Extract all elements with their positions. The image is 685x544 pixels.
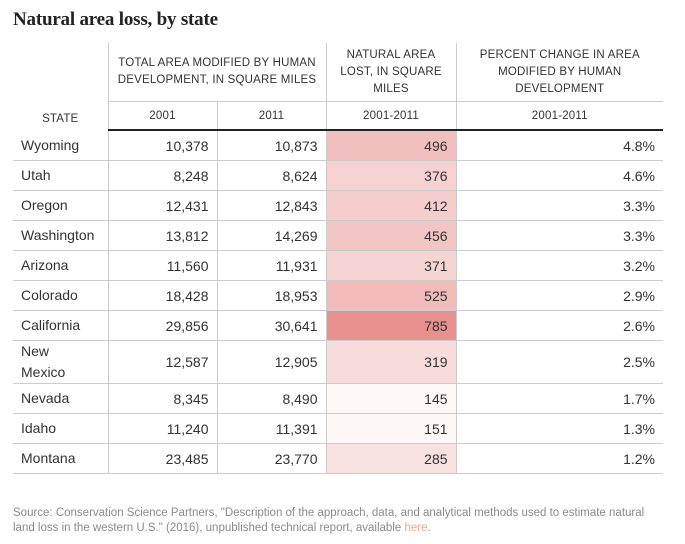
natural-lost-cell: 285	[325, 443, 457, 474]
percent-change-cell: 2.5%	[455, 340, 664, 384]
natural-lost-cell: 496	[325, 130, 457, 161]
area-2011-cell: 11,391	[216, 413, 327, 444]
table-row: Idaho 11,240 11,391 151 1.3%	[13, 413, 664, 444]
table-row: Wyoming 10,378 10,873 496 4.8%	[13, 130, 664, 161]
table-row: New Mexico 12,587 12,905 319 2.5%	[13, 340, 664, 384]
table-row: Colorado 18,428 18,953 525 2.9%	[13, 280, 664, 311]
percent-change-cell: 2.6%	[455, 310, 664, 341]
percent-change-cell: 1.3%	[455, 413, 664, 444]
area-2011-cell: 14,269	[216, 220, 327, 251]
natural-lost-cell: 145	[325, 383, 457, 414]
area-2011-cell: 10,873	[216, 130, 327, 161]
area-2011-cell: 12,905	[216, 340, 327, 384]
area-2011-cell: 18,953	[216, 280, 327, 311]
area-2001-cell: 8,248	[107, 160, 217, 191]
header-2001: 2001	[107, 101, 217, 131]
table-row: Utah 8,248 8,624 376 4.6%	[13, 160, 664, 191]
state-cell: Idaho	[13, 413, 108, 444]
state-cell: Arizona	[13, 250, 108, 281]
state-cell: Wyoming	[13, 130, 108, 161]
source-text: Source: Conservation Science Partners, "…	[13, 507, 645, 534]
percent-change-cell: 4.6%	[455, 160, 664, 191]
area-2001-cell: 23,485	[107, 443, 217, 474]
page-title: Natural area loss, by state	[13, 9, 218, 30]
natural-lost-cell: 376	[325, 160, 457, 191]
natural-lost-cell: 371	[325, 250, 457, 281]
state-cell: Colorado	[13, 280, 108, 311]
table-row: Arizona 11,560 11,931 371 3.2%	[13, 250, 664, 281]
natural-lost-cell: 785	[325, 310, 457, 341]
state-cell: Montana	[13, 443, 108, 474]
percent-change-cell: 3.3%	[455, 220, 664, 251]
header-state: STATE	[42, 113, 79, 125]
area-2011-cell: 30,641	[216, 310, 327, 341]
header-pct-period: 2001-2011	[455, 101, 664, 131]
percent-change-cell: 2.9%	[455, 280, 664, 311]
header-lost-period: 2001-2011	[325, 101, 457, 131]
source-end: .	[427, 522, 431, 534]
area-2011-cell: 12,843	[216, 190, 327, 221]
header-percent-change: PERCENT CHANGE IN AREA MODIFIED BY HUMAN…	[455, 43, 664, 102]
table-row: Montana 23,485 23,770 285 1.2%	[13, 443, 664, 474]
header-natural-lost: NATURAL AREA LOST, IN SQUARE MILES	[325, 43, 457, 102]
source-link[interactable]: here	[404, 522, 428, 534]
area-2001-cell: 12,431	[107, 190, 217, 221]
table-row: Washington 13,812 14,269 456 3.3%	[13, 220, 664, 251]
table-row: Nevada 8,345 8,490 145 1.7%	[13, 383, 664, 414]
natural-lost-cell: 412	[325, 190, 457, 221]
table-row: Oregon 12,431 12,843 412 3.3%	[13, 190, 664, 221]
area-2001-cell: 29,856	[107, 310, 217, 341]
area-2011-cell: 8,624	[216, 160, 327, 191]
percent-change-cell: 1.2%	[455, 443, 664, 474]
natural-lost-cell: 525	[325, 280, 457, 311]
area-2001-cell: 10,378	[107, 130, 217, 161]
area-2001-cell: 11,560	[107, 250, 217, 281]
state-cell: New Mexico	[13, 340, 108, 384]
source-note: Source: Conservation Science Partners, "…	[13, 506, 653, 536]
natural-lost-cell: 319	[325, 340, 457, 384]
natural-lost-cell: 151	[325, 413, 457, 444]
data-table: STATE TOTAL AREA MODIFIED BY HUMAN DEVEL…	[13, 43, 664, 474]
table-row: California 29,856 30,641 785 2.6%	[13, 310, 664, 341]
state-cell: California	[13, 310, 108, 341]
percent-change-cell: 4.8%	[455, 130, 664, 161]
header-2011: 2011	[216, 101, 327, 131]
state-cell: Washington	[13, 220, 108, 251]
percent-change-cell: 1.7%	[455, 383, 664, 414]
area-2001-cell: 18,428	[107, 280, 217, 311]
area-2001-cell: 8,345	[107, 383, 217, 414]
table-body: Wyoming 10,378 10,873 496 4.8% Utah 8,24…	[13, 130, 664, 474]
area-2001-cell: 13,812	[107, 220, 217, 251]
state-cell: Oregon	[13, 190, 108, 221]
percent-change-cell: 3.2%	[455, 250, 664, 281]
area-2001-cell: 12,587	[107, 340, 217, 384]
natural-lost-cell: 456	[325, 220, 457, 251]
state-cell: Nevada	[13, 383, 108, 414]
header-total-area: TOTAL AREA MODIFIED BY HUMAN DEVELOPMENT…	[107, 43, 327, 102]
area-2011-cell: 11,931	[216, 250, 327, 281]
area-2011-cell: 8,490	[216, 383, 327, 414]
area-2001-cell: 11,240	[107, 413, 217, 444]
area-2011-cell: 23,770	[216, 443, 327, 474]
state-cell: Utah	[13, 160, 108, 191]
percent-change-cell: 3.3%	[455, 190, 664, 221]
state-label: New Mexico	[21, 343, 66, 380]
